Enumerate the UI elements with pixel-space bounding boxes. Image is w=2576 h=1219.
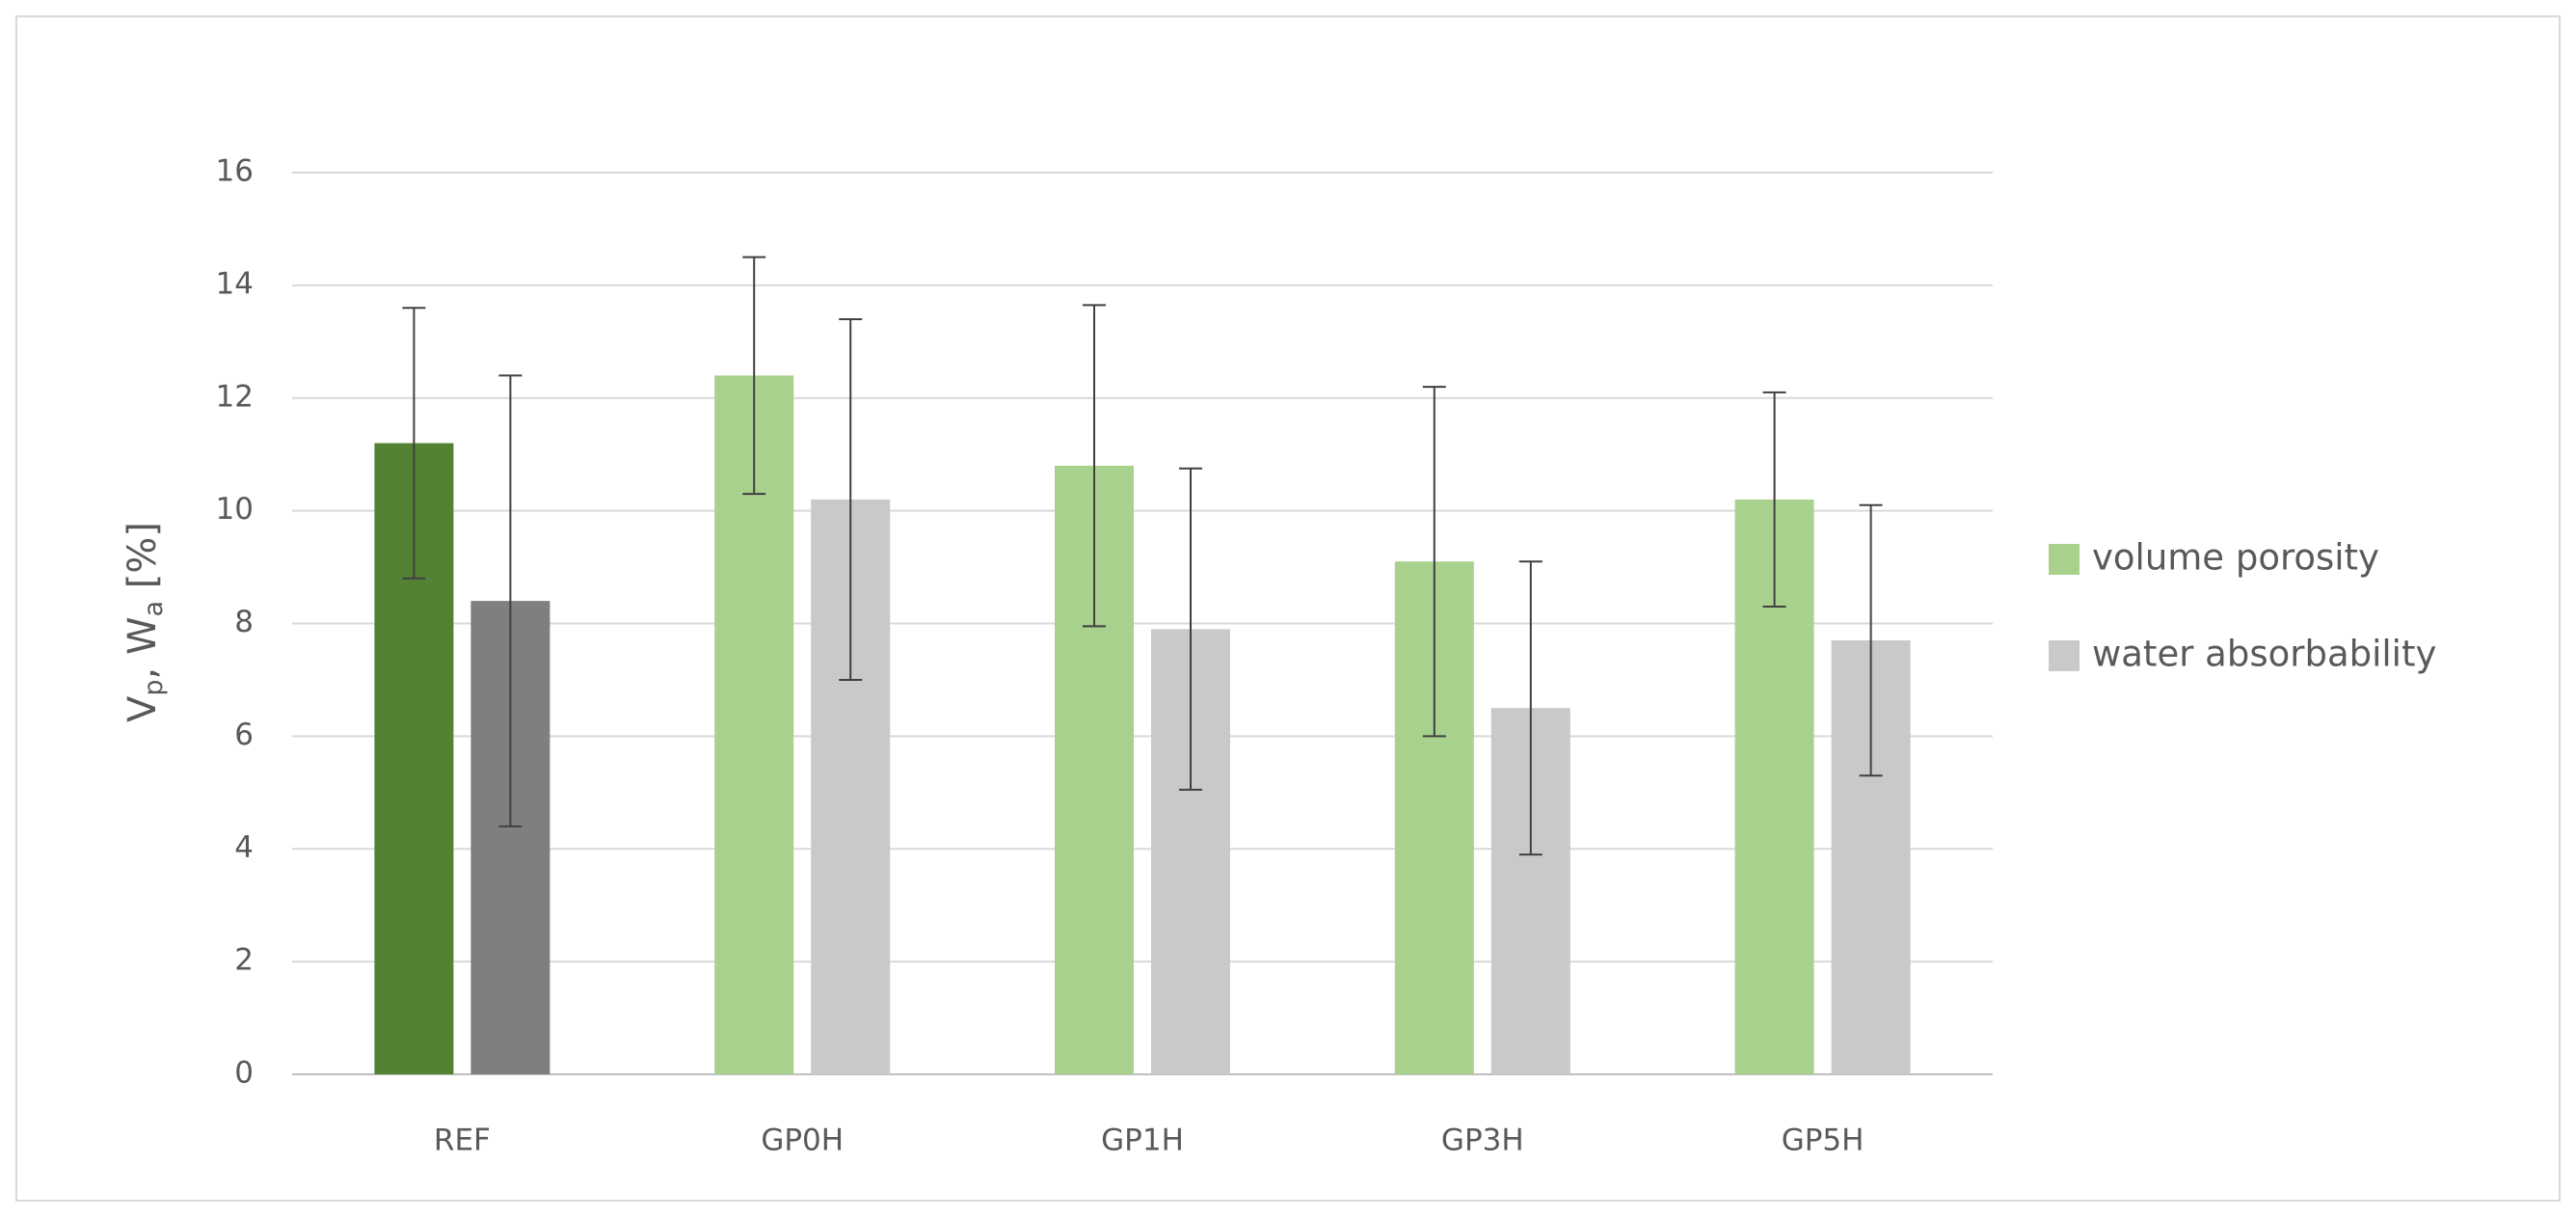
y-axis-label-part: V (121, 695, 165, 722)
legend-label: volume porosity (2092, 537, 2379, 579)
y-tick-label: 2 (234, 943, 254, 978)
x-tick-label: GP3H (1441, 1124, 1524, 1158)
y-tick-label: 16 (216, 154, 254, 189)
legend-swatch (2049, 544, 2080, 575)
x-tick-label: GP5H (1782, 1124, 1865, 1158)
y-tick-label: 14 (216, 266, 254, 301)
y-tick-label: 4 (234, 830, 254, 865)
y-tick-label: 8 (234, 605, 254, 639)
y-axis-label-part: , W (121, 616, 165, 679)
x-tick-label: GP1H (1101, 1124, 1184, 1158)
y-tick-label: 0 (234, 1056, 254, 1091)
y-axis-label-part: p (139, 679, 169, 695)
y-axis-label-part: a (139, 601, 169, 617)
y-tick-label: 12 (216, 379, 254, 414)
x-tick-label: REF (434, 1124, 491, 1158)
y-axis-label-part: [%] (121, 522, 165, 601)
y-tick-label: 6 (234, 718, 254, 752)
y-tick-label: 10 (216, 492, 254, 527)
x-tick-label: GP0H (761, 1124, 844, 1158)
legend-swatch (2049, 640, 2080, 671)
legend-label: water absorbability (2092, 634, 2436, 675)
y-axis-label: Vp, Wa [%] (121, 522, 169, 722)
